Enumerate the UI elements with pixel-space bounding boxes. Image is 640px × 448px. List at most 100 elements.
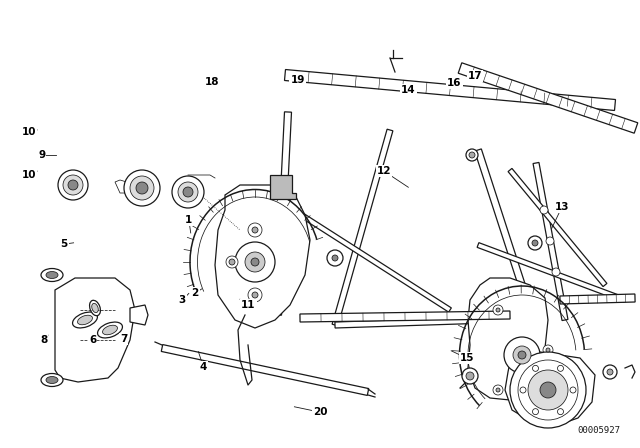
Circle shape	[462, 368, 478, 384]
Circle shape	[235, 242, 275, 282]
Ellipse shape	[97, 322, 122, 338]
Ellipse shape	[72, 312, 97, 328]
Circle shape	[469, 152, 475, 158]
Ellipse shape	[90, 300, 100, 316]
Circle shape	[493, 385, 503, 395]
Circle shape	[252, 227, 258, 233]
Circle shape	[518, 351, 526, 359]
Polygon shape	[508, 168, 607, 287]
Circle shape	[332, 255, 338, 261]
Text: 7: 7	[120, 334, 127, 344]
Text: 2: 2	[191, 289, 199, 298]
Circle shape	[466, 149, 478, 161]
Circle shape	[520, 387, 526, 393]
Circle shape	[248, 288, 262, 302]
Text: 14: 14	[401, 86, 415, 95]
Ellipse shape	[46, 271, 58, 279]
Ellipse shape	[92, 303, 99, 313]
Circle shape	[58, 170, 88, 200]
Circle shape	[172, 176, 204, 208]
Circle shape	[226, 256, 238, 268]
Ellipse shape	[102, 325, 118, 335]
Polygon shape	[270, 175, 296, 199]
Text: 12: 12	[377, 166, 391, 176]
Polygon shape	[533, 163, 568, 321]
Circle shape	[510, 352, 586, 428]
Circle shape	[528, 370, 568, 410]
Polygon shape	[55, 278, 135, 382]
Circle shape	[546, 348, 550, 352]
Text: 8: 8	[40, 336, 47, 345]
Circle shape	[493, 305, 503, 315]
Polygon shape	[560, 294, 635, 304]
Text: 11: 11	[241, 300, 255, 310]
Text: 17: 17	[468, 71, 482, 81]
Circle shape	[251, 258, 259, 266]
Text: 1: 1	[185, 215, 193, 224]
Circle shape	[540, 206, 548, 214]
Text: 20: 20	[313, 407, 327, 417]
Circle shape	[178, 182, 198, 202]
Circle shape	[504, 337, 540, 373]
Circle shape	[327, 250, 343, 266]
Circle shape	[532, 409, 538, 415]
Polygon shape	[458, 63, 638, 133]
Circle shape	[496, 388, 500, 392]
Circle shape	[570, 387, 576, 393]
Ellipse shape	[77, 315, 92, 325]
Text: 18: 18	[205, 77, 220, 86]
Text: 13: 13	[555, 202, 569, 212]
Ellipse shape	[41, 268, 63, 281]
Circle shape	[248, 223, 262, 237]
Circle shape	[532, 366, 538, 371]
Polygon shape	[276, 198, 451, 312]
Polygon shape	[477, 243, 626, 302]
Circle shape	[124, 170, 160, 206]
Circle shape	[183, 187, 193, 197]
Polygon shape	[475, 149, 529, 296]
Circle shape	[68, 180, 78, 190]
Polygon shape	[335, 317, 490, 328]
Text: 9: 9	[38, 150, 45, 159]
Circle shape	[245, 252, 265, 272]
Circle shape	[540, 382, 556, 398]
Circle shape	[543, 345, 553, 355]
Polygon shape	[275, 112, 291, 315]
Circle shape	[252, 292, 258, 298]
Text: 00005927: 00005927	[577, 426, 620, 435]
Circle shape	[528, 236, 542, 250]
Text: 19: 19	[291, 75, 305, 85]
Polygon shape	[130, 305, 148, 325]
Circle shape	[466, 372, 474, 380]
Circle shape	[532, 240, 538, 246]
Text: 6: 6	[89, 336, 97, 345]
Ellipse shape	[46, 376, 58, 383]
Polygon shape	[285, 69, 616, 111]
Polygon shape	[115, 180, 135, 193]
Circle shape	[603, 365, 617, 379]
Circle shape	[546, 237, 554, 245]
Circle shape	[136, 182, 148, 194]
Circle shape	[229, 259, 235, 265]
Circle shape	[518, 360, 578, 420]
Text: 10: 10	[22, 170, 36, 180]
Polygon shape	[505, 352, 595, 425]
Text: 16: 16	[447, 78, 461, 88]
Text: 15: 15	[460, 353, 474, 363]
Text: 3: 3	[179, 295, 186, 305]
Circle shape	[557, 409, 563, 415]
Text: 10: 10	[22, 127, 36, 137]
Polygon shape	[215, 185, 310, 328]
Circle shape	[607, 369, 613, 375]
Polygon shape	[332, 129, 393, 326]
Polygon shape	[468, 278, 555, 400]
Text: 5: 5	[60, 239, 68, 249]
Polygon shape	[300, 311, 510, 322]
Circle shape	[63, 175, 83, 195]
Circle shape	[496, 308, 500, 312]
Circle shape	[513, 346, 531, 364]
Circle shape	[552, 268, 560, 276]
Polygon shape	[161, 345, 369, 396]
Ellipse shape	[41, 374, 63, 387]
Circle shape	[557, 366, 563, 371]
